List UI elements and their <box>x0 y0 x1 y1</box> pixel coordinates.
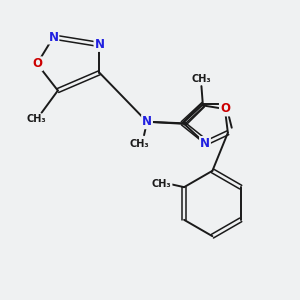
Text: N: N <box>200 137 210 150</box>
Text: N: N <box>94 38 104 51</box>
Text: N: N <box>48 31 59 44</box>
Text: N: N <box>142 115 152 128</box>
Text: CH₃: CH₃ <box>26 114 46 124</box>
Text: O: O <box>220 103 230 116</box>
Text: CH₃: CH₃ <box>130 139 149 149</box>
Text: CH₃: CH₃ <box>192 74 211 84</box>
Text: CH₃: CH₃ <box>152 179 172 189</box>
Text: O: O <box>32 57 42 70</box>
